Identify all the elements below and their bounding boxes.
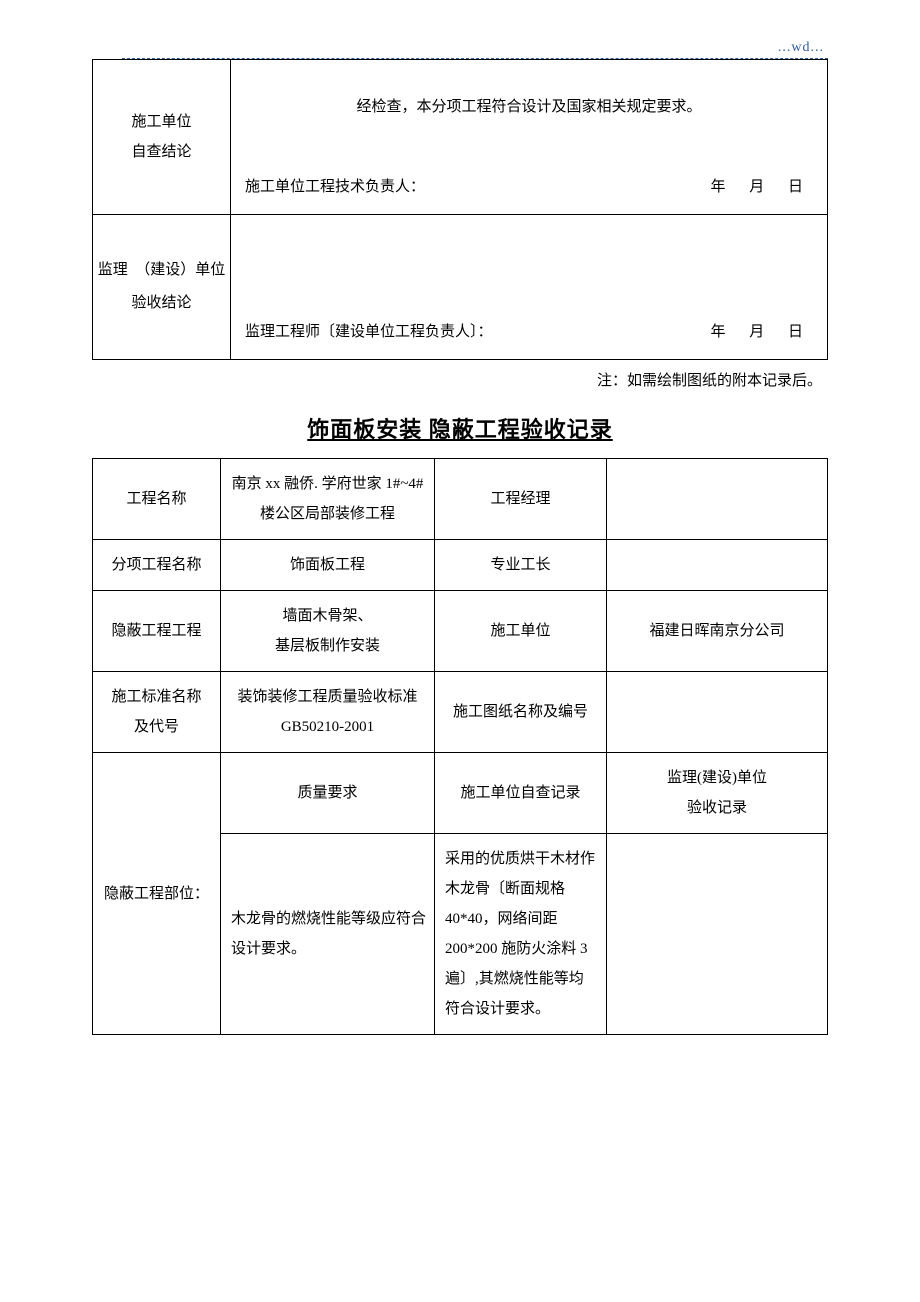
drawing-number-value bbox=[607, 672, 828, 753]
table-note: 注：如需绘制图纸的附本记录后。 bbox=[92, 366, 828, 396]
project-manager-value bbox=[607, 459, 828, 540]
signature-label: 施工单位工程技术负责人： bbox=[245, 172, 425, 202]
text-line: 基层板制作安装 bbox=[229, 631, 426, 661]
project-name-label: 工程名称 bbox=[93, 459, 221, 540]
signature-line: 施工单位工程技术负责人： 年 月 日 bbox=[245, 162, 813, 202]
sub-project-label: 分项工程名称 bbox=[93, 540, 221, 591]
supervisor-content-cell: 监理工程师〔建设单位工程负责人〕： 年 月 日 bbox=[231, 215, 828, 360]
approval-table: 施工单位 自查结论 经检查，本分项工程符合设计及国家相关规定要求。 施工单位工程… bbox=[92, 59, 828, 360]
concealed-works-value: 墙面木骨架、 基层板制作安装 bbox=[221, 591, 435, 672]
foreman-label: 专业工长 bbox=[435, 540, 607, 591]
text-line: 楼公区局部装修工程 bbox=[229, 499, 426, 529]
document-title: 饰面板安装 隐蔽工程验收记录 bbox=[92, 412, 828, 444]
sub-project-value: 饰面板工程 bbox=[221, 540, 435, 591]
project-name-value: 南京 xx 融侨. 学府世家 1#~4# 楼公区局部装修工程 bbox=[221, 459, 435, 540]
date-day: 日 bbox=[778, 317, 813, 347]
project-manager-label: 工程经理 bbox=[435, 459, 607, 540]
signature-label: 监理工程师〔建设单位工程负责人〕： bbox=[245, 317, 493, 347]
self-inspection-value: 采用的优质烘干木材作木龙骨〔断面规格 40*40，网络间距 200*200 施防… bbox=[435, 834, 607, 1035]
construction-unit-value: 福建日晖南京分公司 bbox=[607, 591, 828, 672]
page-header-text: ...wd... bbox=[92, 40, 828, 56]
date-month: 月 bbox=[739, 317, 774, 347]
signature-date: 年 月 日 bbox=[700, 317, 813, 347]
text-line: GB50210-2001 bbox=[229, 712, 426, 742]
location-label: 隐蔽工程部位： bbox=[93, 753, 221, 1035]
text-line: 装饰装修工程质量验收标准 bbox=[229, 682, 426, 712]
date-year: 年 bbox=[700, 172, 735, 202]
text-line: 施工标准名称 bbox=[101, 682, 212, 712]
self-inspection-header: 施工单位自查记录 bbox=[435, 753, 607, 834]
text-line: 墙面木骨架、 bbox=[229, 601, 426, 631]
text-line: 及代号 bbox=[101, 712, 212, 742]
text-line: 监理(建设)单位 bbox=[615, 763, 819, 793]
label-line: 自查结论 bbox=[97, 137, 226, 167]
text-line: 验收记录 bbox=[615, 793, 819, 823]
label-line: 监理 （建设）单位验收结论 bbox=[97, 254, 226, 320]
concealed-works-label: 隐蔽工程工程 bbox=[93, 591, 221, 672]
supervisor-record-value bbox=[607, 834, 828, 1035]
supervisor-summary bbox=[245, 227, 813, 307]
quality-req-header: 质量要求 bbox=[221, 753, 435, 834]
standard-label: 施工标准名称 及代号 bbox=[93, 672, 221, 753]
self-inspection-content-cell: 经检查，本分项工程符合设计及国家相关规定要求。 施工单位工程技术负责人： 年 月… bbox=[231, 60, 828, 215]
signature-line: 监理工程师〔建设单位工程负责人〕： 年 月 日 bbox=[245, 307, 813, 347]
record-table: 工程名称 南京 xx 融侨. 学府世家 1#~4# 楼公区局部装修工程 工程经理… bbox=[92, 458, 828, 1035]
self-inspection-label-cell: 施工单位 自查结论 bbox=[93, 60, 231, 215]
drawing-number-label: 施工图纸名称及编号 bbox=[435, 672, 607, 753]
supervisor-record-header: 监理(建设)单位 验收记录 bbox=[607, 753, 828, 834]
signature-date: 年 月 日 bbox=[700, 172, 813, 202]
date-year: 年 bbox=[700, 317, 735, 347]
text-line: 南京 xx 融侨. 学府世家 1#~4# bbox=[229, 469, 426, 499]
supervisor-label-cell: 监理 （建设）单位验收结论 bbox=[93, 215, 231, 360]
foreman-value bbox=[607, 540, 828, 591]
inspection-summary: 经检查，本分项工程符合设计及国家相关规定要求。 bbox=[245, 72, 813, 162]
label-line: 施工单位 bbox=[97, 107, 226, 137]
construction-unit-label: 施工单位 bbox=[435, 591, 607, 672]
standard-value: 装饰装修工程质量验收标准 GB50210-2001 bbox=[221, 672, 435, 753]
quality-req-value: 木龙骨的燃烧性能等级应符合设计要求。 bbox=[221, 834, 435, 1035]
date-day: 日 bbox=[778, 172, 813, 202]
date-month: 月 bbox=[739, 172, 774, 202]
